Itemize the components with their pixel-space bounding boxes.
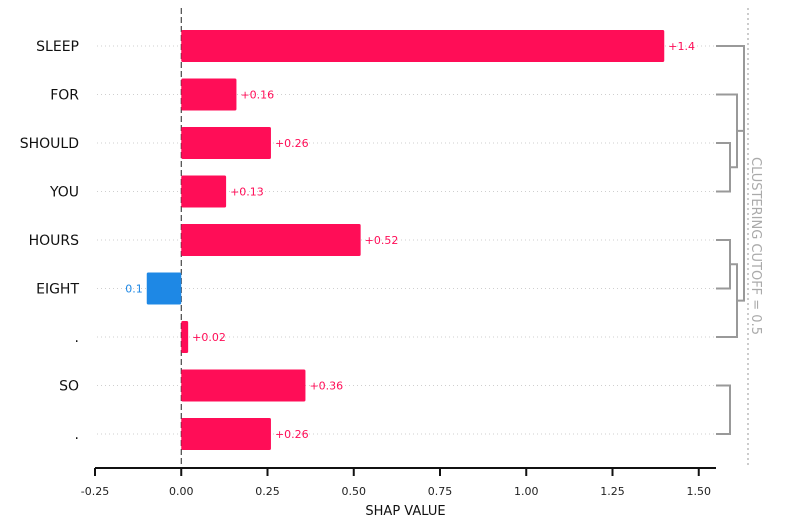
dendrogram-branch (716, 263, 738, 338)
x-tick-label: -0.25 (81, 485, 109, 498)
category-label: YOU (49, 185, 79, 201)
value-labels: +1.4 +0.16 +0.26 +0.13 +0.52 0.1 +0.02 +0.36 +0.… (125, 40, 695, 441)
value-label: +0.52 (365, 234, 399, 247)
value-label: +0.02 (192, 331, 226, 344)
x-tick-label: 1.50 (687, 485, 712, 498)
bar (181, 418, 271, 450)
category-label: SLEEP (36, 39, 79, 55)
category-label: EIGHT (36, 282, 79, 298)
value-label: 0.1 (125, 283, 143, 296)
clustering-cutoff-label: CLUSTERING CUTOFF = 0.5 (748, 157, 763, 335)
x-tick-label: 1.25 (600, 485, 625, 498)
category-label: . (75, 427, 79, 443)
x-tick-label: 1.00 (514, 485, 539, 498)
dendrogram-branch (716, 384, 731, 435)
x-axis-title: SHAP VALUE (365, 504, 445, 519)
x-tick-label: 0.75 (428, 485, 453, 498)
value-label: +0.36 (309, 380, 343, 393)
bar (181, 78, 237, 111)
category-label: FOR (50, 88, 79, 104)
dendrogram-branch (716, 142, 731, 193)
bar (181, 175, 227, 208)
x-tick-label: 0.00 (169, 485, 194, 498)
category-label: HOURS (29, 233, 80, 249)
value-label: +0.26 (275, 428, 309, 441)
bar (181, 224, 361, 256)
category-label: SO (59, 379, 79, 395)
clustering-dendrogram (716, 45, 745, 435)
dendrogram-branch (737, 88, 745, 302)
bar (181, 321, 189, 353)
value-label: +0.13 (230, 186, 264, 199)
bar (181, 127, 271, 159)
x-tick-label: 0.25 (255, 485, 280, 498)
dendrogram-branch (716, 239, 731, 290)
bar (181, 369, 306, 402)
bar (146, 272, 182, 305)
category-label: SHOULD (20, 136, 79, 152)
value-label: +0.16 (240, 89, 274, 102)
bar (181, 30, 665, 62)
dendrogram-branch (716, 93, 738, 169)
value-label: +1.4 (668, 40, 695, 53)
x-tick-label: 0.50 (342, 485, 367, 498)
value-label: +0.26 (275, 137, 309, 150)
x-axis: -0.25 0.00 0.25 0.50 0.75 1.00 1.25 1.50 (81, 467, 716, 498)
bars-group (146, 30, 665, 450)
dendrogram-branch (716, 45, 745, 132)
category-labels: SLEEP FOR SHOULD YOU HOURS EIGHT. SO. (20, 39, 80, 443)
category-label: . (75, 330, 79, 346)
